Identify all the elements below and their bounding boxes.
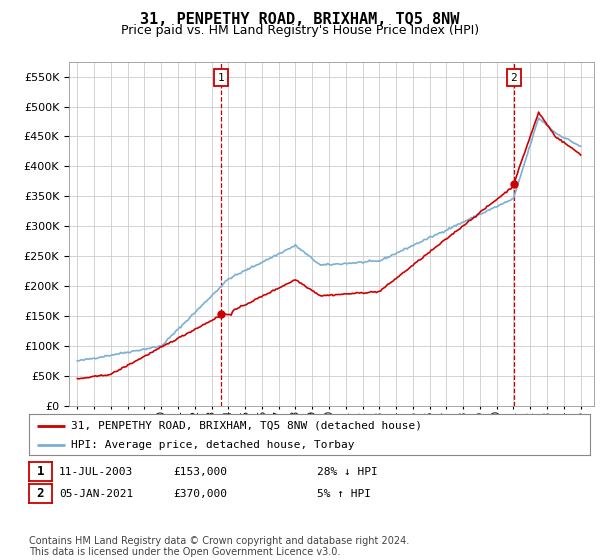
Text: 05-JAN-2021: 05-JAN-2021 [59, 489, 133, 499]
Text: Contains HM Land Registry data © Crown copyright and database right 2024.
This d: Contains HM Land Registry data © Crown c… [29, 535, 409, 557]
Text: £153,000: £153,000 [173, 466, 227, 477]
Text: 31, PENPETHY ROAD, BRIXHAM, TQ5 8NW (detached house): 31, PENPETHY ROAD, BRIXHAM, TQ5 8NW (det… [71, 421, 422, 431]
Text: 11-JUL-2003: 11-JUL-2003 [59, 466, 133, 477]
Text: Price paid vs. HM Land Registry's House Price Index (HPI): Price paid vs. HM Land Registry's House … [121, 24, 479, 36]
Text: £370,000: £370,000 [173, 489, 227, 499]
Text: 5% ↑ HPI: 5% ↑ HPI [317, 489, 371, 499]
Text: 2: 2 [511, 73, 517, 83]
Text: 2: 2 [37, 487, 44, 501]
Text: 1: 1 [217, 73, 224, 83]
Text: 31, PENPETHY ROAD, BRIXHAM, TQ5 8NW: 31, PENPETHY ROAD, BRIXHAM, TQ5 8NW [140, 12, 460, 27]
Text: 28% ↓ HPI: 28% ↓ HPI [317, 466, 377, 477]
Text: HPI: Average price, detached house, Torbay: HPI: Average price, detached house, Torb… [71, 440, 355, 450]
Text: 1: 1 [37, 465, 44, 478]
